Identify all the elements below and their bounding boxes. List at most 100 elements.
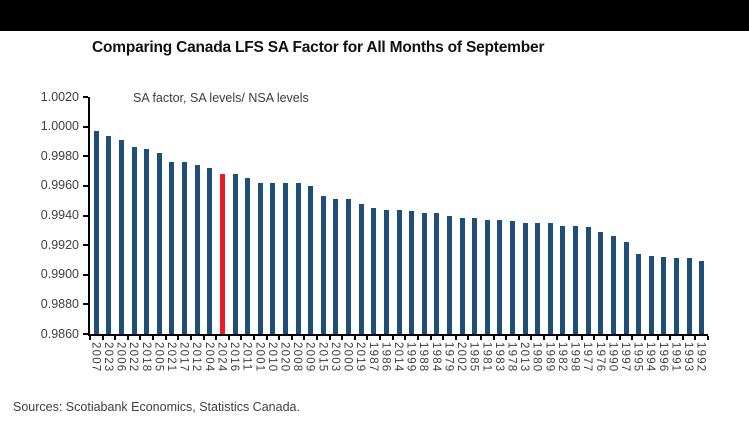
x-tick-label: 2013 — [518, 342, 531, 373]
y-tick-label: 1.0020 — [40, 89, 79, 104]
x-tick-label: 2007 — [89, 342, 102, 373]
bar — [131, 147, 137, 334]
y-axis-tick — [83, 333, 88, 335]
bar — [270, 182, 276, 334]
bar — [358, 203, 364, 334]
x-tick-label: 1987 — [366, 342, 379, 373]
x-tick-label: 1985 — [467, 342, 480, 373]
x-axis-tick — [152, 336, 155, 340]
bar — [169, 162, 175, 334]
x-tick-label: 1983 — [492, 342, 505, 373]
chart-title: Comparing Canada LFS SA Factor for All M… — [92, 39, 545, 56]
x-tick-label: 2021 — [164, 342, 177, 373]
x-axis-tick — [164, 336, 167, 340]
x-axis-tick — [252, 336, 255, 340]
x-axis-tick — [189, 336, 192, 340]
bar — [686, 258, 692, 334]
x-tick-label: 2006 — [114, 342, 127, 373]
x-axis-tick — [568, 336, 571, 340]
bar — [661, 256, 667, 334]
x-axis-tick — [530, 336, 533, 340]
bar — [257, 182, 263, 334]
bar — [409, 211, 415, 334]
x-axis-tick — [631, 336, 634, 340]
x-tick-label: 2001 — [253, 342, 266, 373]
bar — [93, 131, 99, 334]
x-axis-tick — [429, 336, 432, 340]
x-tick-label: 2009 — [303, 342, 316, 373]
bar — [295, 182, 301, 334]
x-tick-label: 2000 — [341, 342, 354, 373]
x-tick-label: 2005 — [152, 342, 165, 373]
x-tick-label: 2002 — [455, 342, 468, 373]
bar — [182, 162, 188, 334]
bar — [446, 215, 452, 334]
x-tick-label: 2020 — [278, 342, 291, 373]
sources-footer: Sources: Scotiabank Economics, Statistic… — [13, 400, 300, 414]
x-axis-tick — [177, 336, 180, 340]
x-axis-tick — [555, 336, 558, 340]
x-axis-tick — [89, 336, 91, 340]
x-axis-tick — [126, 336, 129, 340]
x-axis-tick — [442, 336, 445, 340]
y-axis-tick — [83, 214, 88, 217]
x-tick-label: 1997 — [619, 342, 632, 373]
x-tick-label: 2010 — [265, 342, 278, 373]
x-tick-label: 2016 — [228, 342, 241, 373]
bar — [585, 227, 591, 334]
x-axis-tick — [618, 336, 621, 340]
x-tick-label: 1982 — [555, 342, 568, 373]
x-axis-tick — [353, 336, 356, 340]
x-tick-label: 2024 — [215, 342, 228, 373]
bar — [119, 139, 125, 334]
y-axis-tick — [83, 125, 88, 128]
bar — [106, 135, 112, 334]
bar — [371, 208, 377, 334]
x-tick-label: 1980 — [530, 342, 543, 373]
x-tick-label: 2014 — [392, 342, 404, 373]
x-tick-label: 1996 — [656, 342, 669, 373]
x-axis-tick — [416, 336, 419, 340]
bar — [560, 225, 566, 334]
x-tick-label: 2011 — [240, 342, 253, 372]
bar — [194, 165, 200, 334]
x-tick-label: 1998 — [568, 342, 581, 373]
bar — [333, 199, 339, 334]
x-tick-label: 1986 — [379, 342, 392, 373]
x-tick-label: 2017 — [177, 342, 190, 373]
bar — [232, 174, 238, 334]
x-tick-label: 1979 — [442, 342, 455, 373]
y-tick-label: 0.9860 — [40, 326, 79, 341]
y-tick-label: 0.9980 — [40, 148, 79, 163]
bar — [610, 236, 616, 334]
x-axis-tick — [101, 336, 104, 340]
y-axis-tick — [83, 96, 88, 98]
bar — [510, 221, 515, 334]
x-tick-label: 1988 — [417, 342, 430, 373]
bar — [156, 153, 162, 334]
bar — [320, 196, 326, 334]
x-axis-tick — [303, 336, 306, 340]
x-axis-tick — [707, 336, 709, 340]
x-axis-tick — [492, 336, 495, 340]
x-axis-tick — [593, 336, 596, 340]
x-tick-label: 2023 — [101, 342, 114, 373]
bar — [308, 185, 314, 334]
bar — [459, 218, 465, 334]
x-axis-tick — [265, 336, 268, 340]
y-tick-label: 0.9940 — [40, 208, 79, 222]
x-axis-tick — [114, 336, 117, 340]
x-axis-tick — [656, 336, 659, 340]
x-axis-tick — [479, 336, 482, 340]
y-tick-label: 0.9880 — [40, 296, 79, 311]
x-tick-label: 1994 — [644, 342, 657, 373]
y-axis-tick — [83, 184, 88, 187]
bar — [383, 209, 389, 334]
x-axis-tick — [391, 336, 394, 340]
bar — [207, 168, 213, 334]
x-tick-label: 1976 — [593, 342, 606, 373]
x-axis-tick — [278, 336, 281, 340]
bar — [421, 212, 427, 334]
x-axis-tick — [454, 336, 457, 340]
